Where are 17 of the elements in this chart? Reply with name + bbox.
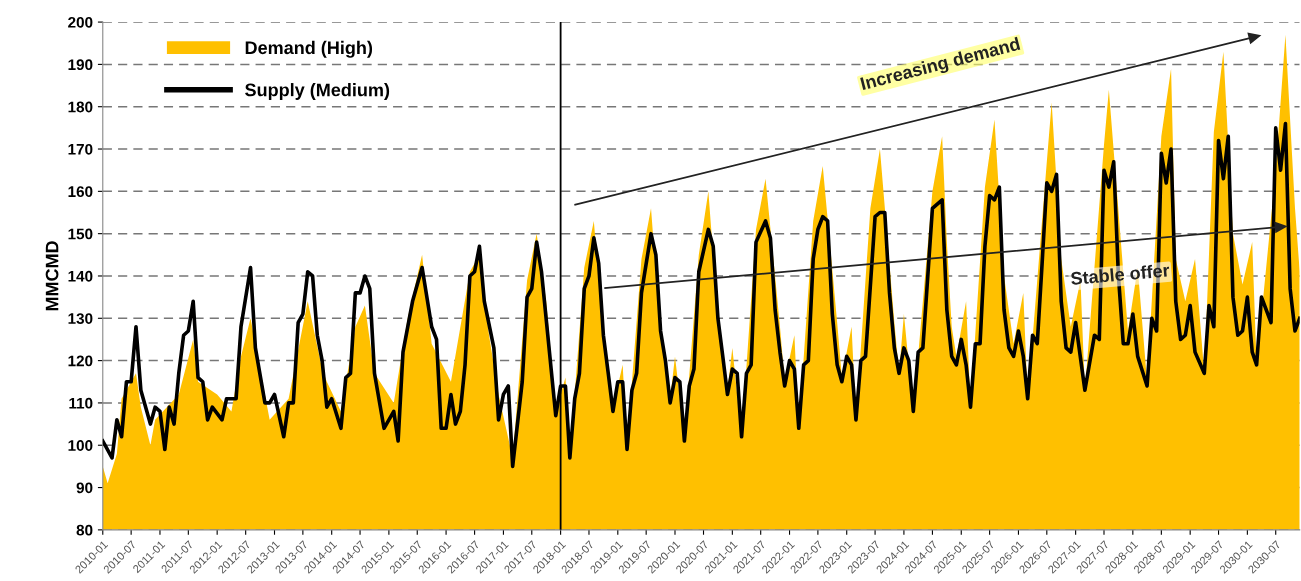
legend-label: Supply (Medium) [245,83,390,100]
y-tick-label: 100 [68,440,93,451]
y-tick-label: 160 [68,186,93,198]
y-tick-label: 130 [68,313,93,324]
y-tick-label: 190 [68,59,93,71]
y-tick-label: 110 [69,397,93,409]
y-tick-label: 80 [76,524,93,536]
y-tick-label: 170 [68,143,93,155]
y-axis-title: MMCMD [45,241,59,311]
y-tick-label: 120 [68,355,93,367]
y-tick-label: 200 [68,16,93,28]
y-tick-label: 140 [68,270,93,282]
annotation: Stable offer [1070,263,1170,286]
y-tick-label: 90 [76,482,93,494]
y-tick-label: 180 [68,101,93,113]
y-tick-label: 150 [68,228,93,240]
legend-label: Demand (High) [245,40,373,58]
